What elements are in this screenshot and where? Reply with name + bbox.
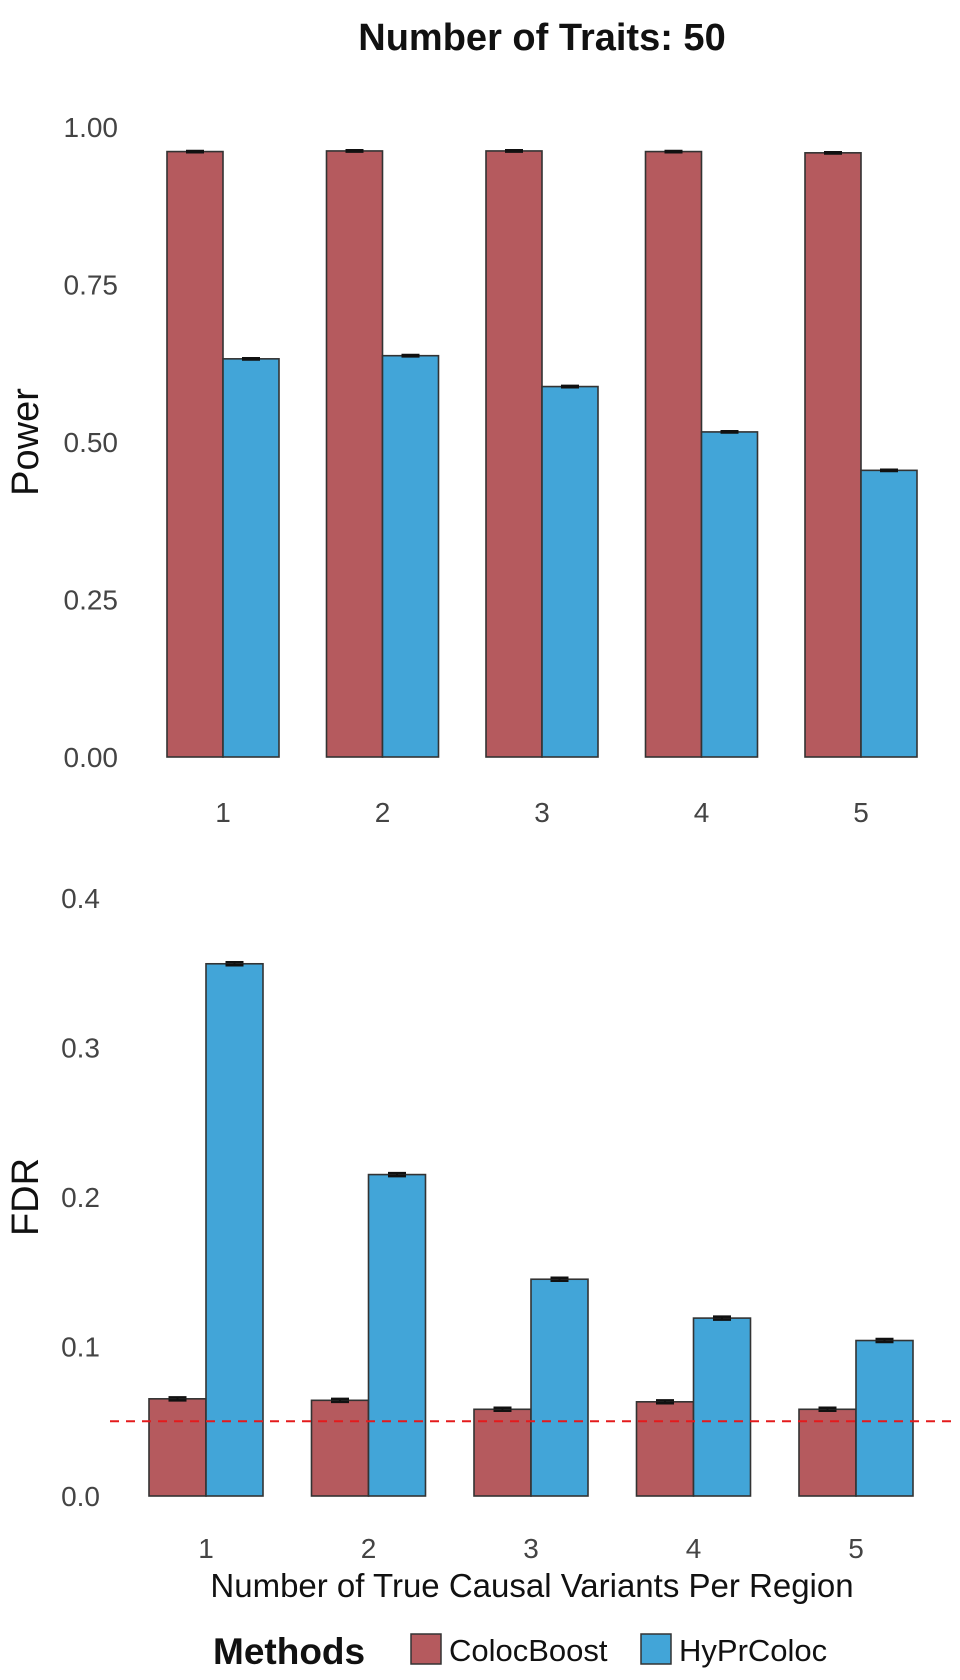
fdr-y-tick-label: 0.1	[61, 1332, 100, 1363]
power-x-tick-label: 5	[853, 797, 869, 828]
fdr-x-tick-label: 4	[686, 1533, 702, 1564]
fdr-x-tick-label: 5	[848, 1533, 864, 1564]
power-bar-hyprcoloc-4	[700, 431, 759, 758]
fdr-bar-colocboost-2	[310, 1399, 370, 1497]
power-bar-colocboost-1	[166, 150, 224, 758]
power-bar-colocboost-3	[485, 150, 543, 758]
fdr-panel: FDR 0.0 0.1 0.2 0.3 0.4 1 2 3 4 5	[5, 883, 958, 1564]
fdr-bar-colocboost-3	[473, 1408, 532, 1497]
fdr-x-tick-label: 1	[198, 1533, 214, 1564]
fdr-bar-colocboost-4	[635, 1401, 695, 1497]
fdr-y-tick-label: 0.2	[61, 1182, 100, 1213]
power-panel: Power 0.00 0.25 0.50 0.75 1.00 1 2 3 4 5	[5, 112, 918, 828]
fdr-y-tick-label: 0.0	[61, 1481, 100, 1512]
legend-swatch-hyprcoloc	[640, 1633, 672, 1665]
power-bar-hyprcoloc-5	[860, 469, 918, 758]
fdr-bar-hyprcoloc-4	[692, 1317, 752, 1497]
power-bar-hyprcoloc-2	[381, 354, 440, 758]
power-x-tick-label: 3	[534, 797, 550, 828]
power-bar-colocboost-2	[325, 150, 384, 758]
power-y-tick-label: 1.00	[64, 112, 119, 143]
power-bar-hyprcoloc-1	[222, 358, 280, 758]
legend-label-colocboost: ColocBoost	[449, 1633, 608, 1668]
power-x-tick-label: 4	[694, 797, 710, 828]
legend: Methods ColocBoost HyPrColoc	[213, 1631, 827, 1672]
fdr-bar-colocboost-1	[148, 1398, 207, 1497]
legend-label-hyprcoloc: HyPrColoc	[679, 1633, 827, 1668]
fdr-bar-hyprcoloc-2	[367, 1173, 427, 1497]
power-x-tick-label: 2	[375, 797, 391, 828]
fdr-y-tick-label: 0.3	[61, 1033, 100, 1064]
power-bar-hyprcoloc-3	[541, 385, 599, 758]
fdr-bar-hyprcoloc-5	[855, 1339, 914, 1497]
fdr-y-axis-label: FDR	[5, 1158, 47, 1236]
legend-swatch-colocboost	[410, 1633, 442, 1665]
power-bar-colocboost-4	[644, 150, 703, 758]
chart-title: Number of Traits: 50	[358, 17, 725, 59]
power-y-tick-label: 0.00	[64, 742, 119, 773]
power-y-axis-label: Power	[5, 388, 47, 496]
fdr-y-tick-label: 0.4	[61, 883, 100, 914]
power-bar-colocboost-5	[804, 152, 862, 758]
power-y-tick-label: 0.50	[64, 427, 119, 458]
power-x-tick-label: 1	[215, 797, 231, 828]
fdr-x-tick-label: 3	[523, 1533, 539, 1564]
legend-title: Methods	[213, 1631, 365, 1672]
fdr-bar-hyprcoloc-3	[530, 1278, 589, 1497]
fdr-bar-hyprcoloc-1	[205, 962, 264, 1497]
fdr-bar-colocboost-5	[798, 1408, 857, 1497]
x-axis-label: Number of True Causal Variants Per Regio…	[210, 1567, 853, 1604]
power-y-tick-label: 0.25	[64, 585, 119, 616]
fdr-x-tick-label: 2	[361, 1533, 377, 1564]
power-y-tick-label: 0.75	[64, 270, 119, 301]
